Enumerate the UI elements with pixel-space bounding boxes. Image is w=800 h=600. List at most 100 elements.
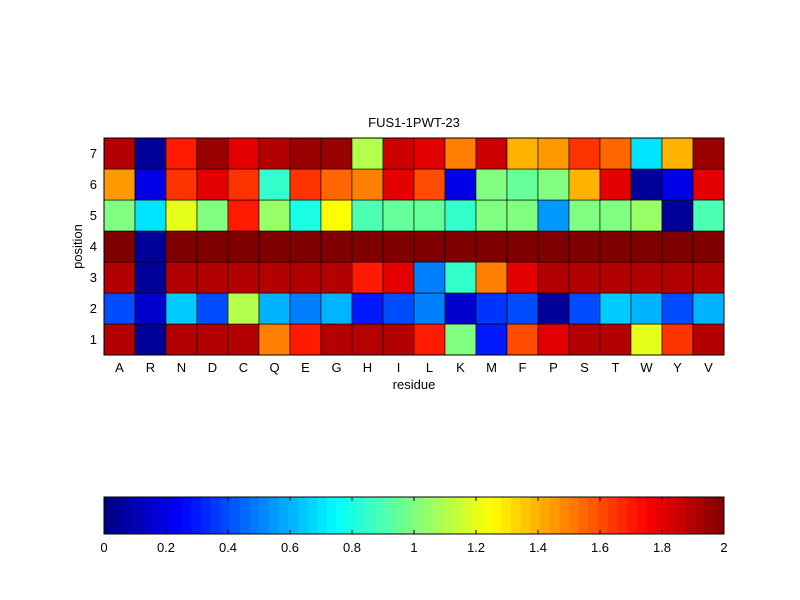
heatmap-cell-G-6 xyxy=(320,168,353,201)
colorbar-step xyxy=(530,497,541,534)
colorbar-step xyxy=(162,497,173,534)
x-tick-label: N xyxy=(177,360,186,375)
x-axis-label: residue xyxy=(393,377,436,392)
heatmap-cell-H-5 xyxy=(351,199,384,232)
heatmap-cell-Y-7 xyxy=(661,137,694,170)
colorbar-step xyxy=(598,497,609,534)
heatmap-cell-F-4 xyxy=(506,230,539,263)
colorbar-step xyxy=(433,497,444,534)
x-tick-label: K xyxy=(456,360,465,375)
heatmap-cell-T-7 xyxy=(599,137,632,170)
colorbar-tick-label: 1.8 xyxy=(653,540,671,555)
heatmap-cell-S-5 xyxy=(568,199,601,232)
y-tick-label: 4 xyxy=(90,239,97,254)
colorbar-step xyxy=(113,497,124,534)
colorbar-step xyxy=(229,497,241,534)
colorbar-step xyxy=(181,497,192,534)
x-tick-label: Q xyxy=(269,360,279,375)
heatmap-cell-H-3 xyxy=(351,261,384,294)
heatmap-cell-W-4 xyxy=(630,230,663,263)
colorbar-step xyxy=(646,497,657,534)
colorbar-step xyxy=(297,497,308,534)
x-tick-label: I xyxy=(397,360,401,375)
heatmap-cell-F-5 xyxy=(506,199,539,232)
colorbar-tick-labels: 0 0.2 0.4 0.6 0.8 1 1.2 1.4 1.6 1.8 2 xyxy=(100,497,728,555)
x-tick-label: A xyxy=(115,360,124,375)
heatmap-cell-D-5 xyxy=(196,199,229,232)
colorbar-step xyxy=(220,497,231,534)
heatmap-cell-S-3 xyxy=(568,261,601,294)
heatmap-cell-R-1 xyxy=(134,323,167,356)
heatmap-cell-S-1 xyxy=(568,323,601,356)
colorbar-tick-label: 0.4 xyxy=(219,540,237,555)
colorbar-step xyxy=(200,497,211,534)
heatmap-cell-A-2 xyxy=(103,292,136,325)
colorbar-tick-label: 0.6 xyxy=(281,540,299,555)
heatmap-cell-V-3 xyxy=(692,261,725,294)
x-tick-label: R xyxy=(146,360,155,375)
heatmap-cell-P-6 xyxy=(537,168,570,201)
heatmap-cell-L-1 xyxy=(413,323,446,356)
y-tick-label: 5 xyxy=(90,208,97,223)
heatmap-cell-I-7 xyxy=(382,137,415,170)
heatmap-cell-W-1 xyxy=(630,323,663,356)
heatmap-cell-D-1 xyxy=(196,323,229,356)
heatmap-cell-D-2 xyxy=(196,292,229,325)
colorbar-step xyxy=(491,497,502,534)
heatmap-cell-T-2 xyxy=(599,292,632,325)
colorbar-step xyxy=(588,497,599,534)
heatmap-cell-N-2 xyxy=(165,292,198,325)
heatmap-cell-F-2 xyxy=(506,292,539,325)
colorbar xyxy=(104,497,725,534)
heatmap-cell-N-4 xyxy=(165,230,198,263)
heatmap-cell-L-7 xyxy=(413,137,446,170)
heatmap-cell-H-4 xyxy=(351,230,384,263)
colorbar-tick-label: 1 xyxy=(410,540,417,555)
heatmap-cell-C-5 xyxy=(227,199,260,232)
heatmap-cell-S-7 xyxy=(568,137,601,170)
colorbar-step xyxy=(355,497,366,534)
heatmap-cell-H-7 xyxy=(351,137,384,170)
colorbar-step xyxy=(278,497,289,534)
colorbar-step xyxy=(152,497,163,534)
heatmap-cell-F-1 xyxy=(506,323,539,356)
colorbar-step xyxy=(171,497,182,534)
colorbar-step xyxy=(704,497,715,534)
colorbar-tick-label: 0.2 xyxy=(157,540,175,555)
colorbar-step xyxy=(191,497,202,534)
heatmap-cell-G-5 xyxy=(320,199,353,232)
colorbar-step xyxy=(423,497,434,534)
x-tick-label: G xyxy=(331,360,341,375)
colorbar-tick-label: 0.8 xyxy=(343,540,361,555)
heatmap-cell-V-6 xyxy=(692,168,725,201)
heatmap-cell-E-7 xyxy=(289,137,322,170)
heatmap-cell-K-1 xyxy=(444,323,477,356)
heatmap-cell-K-2 xyxy=(444,292,477,325)
heatmap-cell-G-2 xyxy=(320,292,353,325)
colorbar-step xyxy=(694,497,706,534)
heatmap-cell-M-3 xyxy=(475,261,508,294)
heatmap-cell-N-1 xyxy=(165,323,198,356)
colorbar-step xyxy=(375,497,386,534)
chart-title: FUS1-1PWT-23 xyxy=(368,115,460,130)
colorbar-step xyxy=(142,497,153,534)
heatmap-cell-L-2 xyxy=(413,292,446,325)
heatmap-cell-T-6 xyxy=(599,168,632,201)
colorbar-step xyxy=(326,497,337,534)
heatmap-cell-E-5 xyxy=(289,199,322,232)
colorbar-tick-label: 0 xyxy=(100,540,107,555)
colorbar-tick-label: 1.4 xyxy=(529,540,547,555)
x-tick-label: H xyxy=(363,360,372,375)
colorbar-step xyxy=(210,497,221,534)
heatmap-cell-T-5 xyxy=(599,199,632,232)
colorbar-step xyxy=(414,497,425,534)
colorbar-step xyxy=(249,497,260,534)
colorbar-step xyxy=(394,497,405,534)
heatmap-cell-F-7 xyxy=(506,137,539,170)
heatmap-cell-Y-6 xyxy=(661,168,694,201)
heatmap-cell-W-5 xyxy=(630,199,663,232)
colorbar-step xyxy=(656,497,667,534)
colorbar-step xyxy=(317,497,328,534)
colorbar-step xyxy=(685,497,696,534)
